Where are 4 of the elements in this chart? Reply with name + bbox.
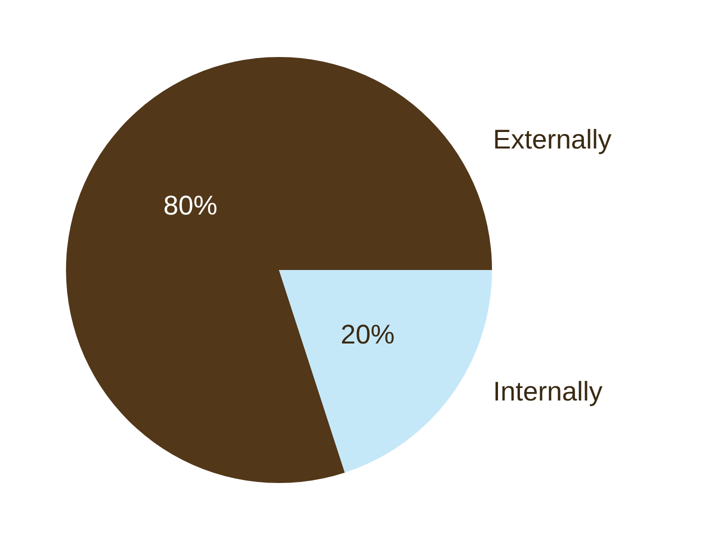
data-label: 20% xyxy=(340,319,395,350)
slice-label: Externally xyxy=(493,124,612,154)
data-label: 80% xyxy=(163,190,218,221)
slice-label: Internally xyxy=(493,376,604,406)
